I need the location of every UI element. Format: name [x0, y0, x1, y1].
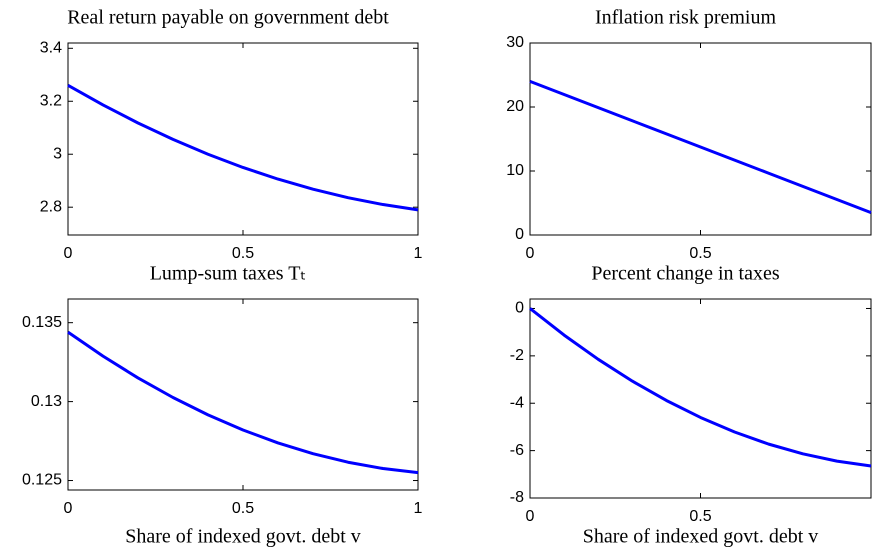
data-line	[67, 330, 419, 475]
y-tick-label: 30	[506, 34, 524, 51]
y-tick-label: 0.13	[31, 393, 62, 410]
y-tick-label: 3.2	[40, 92, 62, 109]
x-tick-label: 0.5	[232, 500, 254, 517]
y-tick-label: -8	[510, 489, 524, 506]
y-tick-label: 0	[515, 300, 524, 317]
y-tick-label: 3	[53, 145, 62, 162]
x-tick-label: 1	[414, 245, 423, 262]
y-tick-label: 10	[506, 162, 524, 179]
y-tick-label: 0.135	[22, 314, 62, 331]
axes-box	[529, 298, 872, 499]
chart-title: Percent change in taxes	[591, 263, 779, 285]
data-line	[67, 84, 419, 212]
x-axis-label: Share of indexed govt. debt v	[125, 526, 361, 548]
x-axis-label: Share of indexed govt. debt v	[583, 526, 819, 548]
chart-title: Lump-sum taxes Tₜ	[150, 263, 307, 285]
y-tick-label: 0.125	[22, 472, 62, 489]
axes-box	[529, 42, 872, 236]
data-line	[529, 307, 872, 468]
chart-title: Inflation risk premium	[595, 7, 777, 29]
x-tick-label: 0	[526, 508, 535, 525]
x-tick-label: 0.5	[232, 245, 254, 262]
y-tick-label: 20	[506, 98, 524, 115]
x-tick-label: 0.5	[689, 508, 711, 525]
x-tick-label: 0.5	[689, 245, 711, 262]
data-line	[529, 80, 872, 214]
x-tick-label: 0	[526, 245, 535, 262]
axes-box	[67, 298, 419, 491]
axes-box	[67, 42, 419, 236]
x-tick-label: 0	[64, 245, 73, 262]
y-tick-label: 0	[515, 226, 524, 243]
x-tick-label: 0	[64, 500, 73, 517]
y-tick-label: 2.8	[40, 198, 62, 215]
y-tick-label: -4	[510, 394, 524, 411]
chart-title: Real return payable on government debt	[67, 7, 389, 29]
y-tick-label: 3.4	[40, 40, 62, 57]
x-tick-label: 1	[414, 500, 423, 517]
y-tick-label: -6	[510, 442, 524, 459]
y-tick-label: -2	[510, 347, 524, 364]
